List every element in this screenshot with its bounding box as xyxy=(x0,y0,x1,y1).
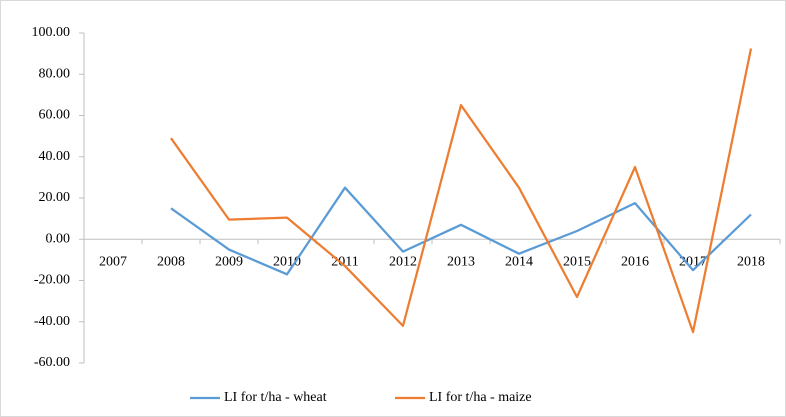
x-tick-label: 2013 xyxy=(447,254,475,269)
series-line xyxy=(170,186,752,276)
x-tick-label: 2012 xyxy=(389,254,417,269)
y-tick-label: -20.00 xyxy=(34,273,70,288)
x-tick-label: 2007 xyxy=(99,254,127,269)
legend-label: LI for t/ha - maize xyxy=(429,390,532,405)
y-tick-label: 80.00 xyxy=(39,66,71,81)
y-tick-label: -40.00 xyxy=(34,314,70,329)
series-line xyxy=(170,48,753,334)
legend-label: LI for t/ha - wheat xyxy=(224,390,327,405)
y-tick-label: -60.00 xyxy=(34,355,70,370)
y-tick-label: 0.00 xyxy=(46,231,71,246)
y-tick-label: 60.00 xyxy=(39,108,71,123)
x-tick-label: 2016 xyxy=(621,254,649,269)
x-tick-label: 2018 xyxy=(737,254,765,269)
x-tick-label: 2009 xyxy=(215,254,243,269)
x-tick-label: 2010 xyxy=(273,254,301,269)
x-tick-label: 2015 xyxy=(563,254,591,269)
x-tick-label: 2011 xyxy=(331,254,358,269)
x-tick-label: 2017 xyxy=(679,254,707,269)
x-tick-label: 2008 xyxy=(157,254,185,269)
y-tick-label: 20.00 xyxy=(39,190,71,205)
x-tick-label: 2014 xyxy=(505,254,533,269)
y-tick-label: 100.00 xyxy=(32,25,71,40)
y-tick-label: 40.00 xyxy=(39,149,71,164)
